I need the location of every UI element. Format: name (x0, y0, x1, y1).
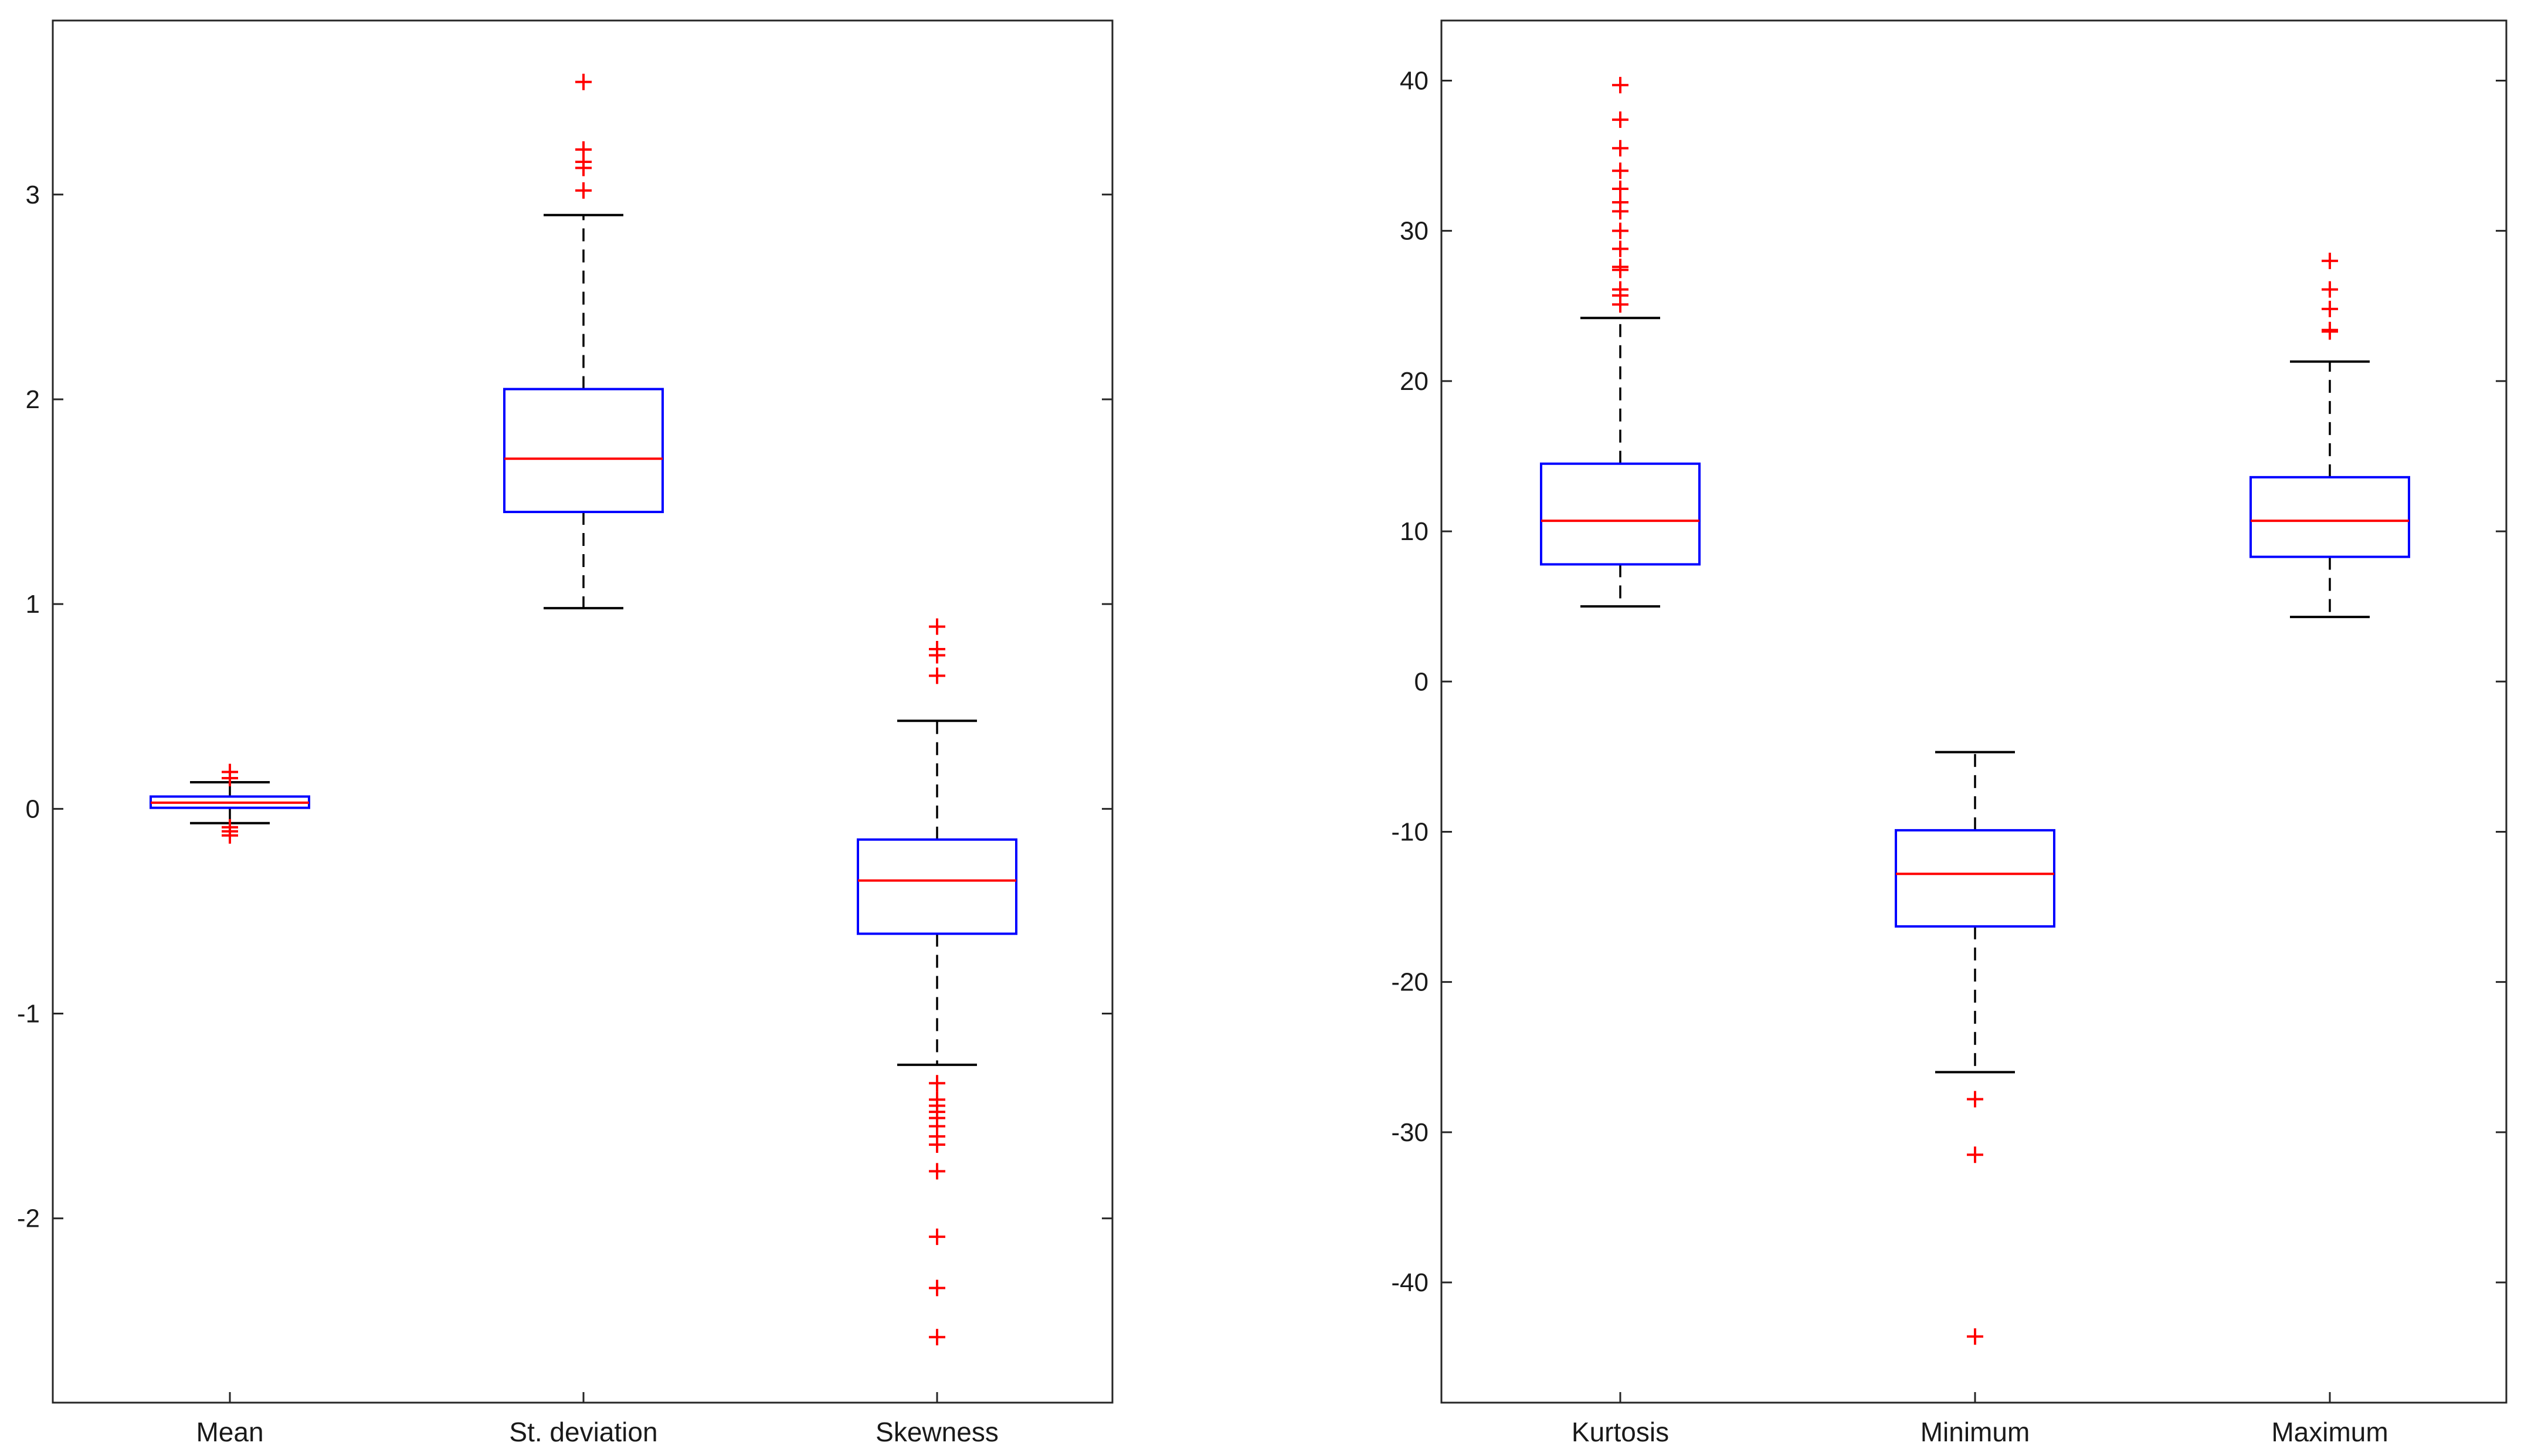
x-tick-label-st-deviation: St. deviation (509, 1417, 657, 1447)
outlier-st-deviation (575, 159, 592, 177)
outlier-maximum (2322, 281, 2338, 298)
outlier-skewness (929, 1136, 945, 1153)
y-tick-label: 0 (26, 795, 40, 823)
y-tick-label: 10 (1400, 517, 1429, 546)
y-tick-label: -10 (1391, 817, 1429, 846)
outlier-skewness (929, 647, 945, 664)
axes-frame (1440, 19, 2508, 1404)
x-tick-label-skewness: Skewness (876, 1417, 999, 1447)
outlier-maximum (2322, 300, 2338, 317)
outlier-kurtosis (1612, 111, 1628, 128)
y-tick-label: 20 (1400, 367, 1429, 396)
outlier-st-deviation (575, 73, 592, 90)
outlier-kurtosis (1612, 296, 1628, 313)
outlier-kurtosis (1612, 140, 1628, 157)
y-tick-label: -1 (17, 1000, 40, 1029)
outlier-kurtosis (1612, 203, 1628, 220)
y-tick-label: -20 (1391, 968, 1429, 997)
outlier-kurtosis (1612, 222, 1628, 239)
x-tick-label-mean: Mean (196, 1417, 263, 1447)
y-tick-label: -30 (1391, 1118, 1429, 1147)
box-st-deviation (503, 388, 664, 514)
outlier-kurtosis (1612, 240, 1628, 257)
y-tick-label: 30 (1400, 217, 1429, 246)
outlier-skewness (929, 1329, 945, 1346)
outlier-skewness (929, 1163, 945, 1180)
outlier-maximum (2322, 252, 2338, 269)
outlier-skewness (929, 1075, 945, 1092)
outlier-kurtosis (1612, 162, 1628, 179)
y-tick-label: -40 (1391, 1268, 1429, 1297)
y-tick-label: 0 (1414, 667, 1429, 696)
outlier-skewness (929, 1228, 945, 1245)
left-boxplot-panel: -2 -1 0 1 2 3 Mean St. deviation Skewness (17, 19, 1114, 1447)
outlier-mean (222, 769, 238, 786)
outlier-minimum (1967, 1146, 1983, 1163)
axes-frame (52, 19, 1114, 1404)
right-boxplot-panel: -40 -30 -20 -10 0 10 20 30 40 Kurtosis Minimum Maxi… (1391, 19, 2508, 1447)
y-tick-label: 1 (26, 590, 40, 619)
outlier-skewness (929, 1279, 945, 1297)
outlier-skewness (929, 618, 945, 635)
x-tick-label-kurtosis: Kurtosis (1572, 1417, 1669, 1447)
outlier-minimum (1967, 1328, 1983, 1345)
box-minimum (1895, 829, 2055, 928)
y-tick-label: 2 (26, 385, 40, 414)
y-tick-label: -2 (17, 1204, 40, 1233)
y-tick-label: 40 (1400, 66, 1429, 95)
outlier-kurtosis (1612, 77, 1628, 94)
outlier-st-deviation (575, 182, 592, 199)
x-tick-label-minimum: Minimum (1921, 1417, 2030, 1447)
outlier-kurtosis (1612, 262, 1628, 279)
box-maximum (2249, 476, 2410, 558)
outlier-maximum (2322, 323, 2338, 340)
outlier-skewness (929, 667, 945, 684)
x-tick-label-maximum: Maximum (2271, 1417, 2388, 1447)
box-kurtosis (1540, 462, 1701, 566)
outlier-minimum (1967, 1091, 1983, 1108)
box-skewness (857, 838, 1017, 935)
outlier-mean (222, 827, 238, 844)
y-tick-label: 3 (26, 181, 40, 209)
